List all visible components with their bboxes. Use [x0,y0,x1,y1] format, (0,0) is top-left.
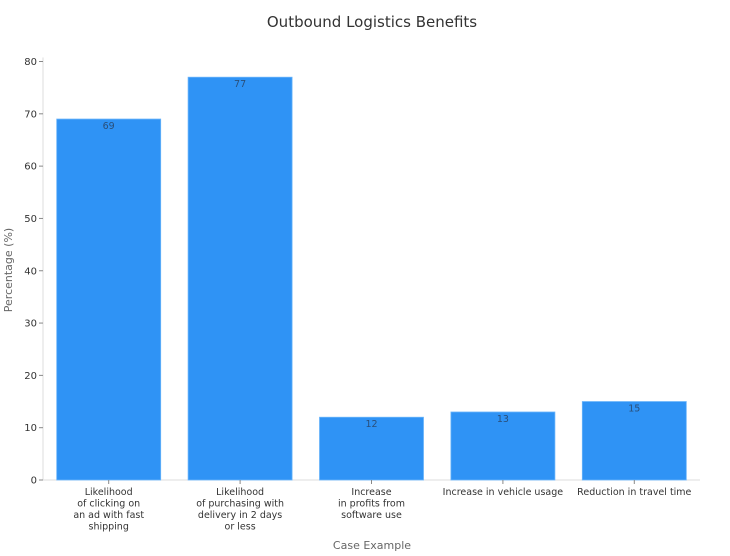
bar [450,411,556,481]
bar [581,401,687,481]
data-label: 77 [234,79,246,90]
y-tick-label: 30 [24,319,37,330]
y-tick-label: 10 [24,423,37,434]
x-tick-label: Increase in profits from software use [338,487,405,521]
chart-title: Outbound Logistics Benefits [267,13,477,31]
x-tick-label: Likelihood of purchasing with delivery in … [196,487,284,533]
data-label: 69 [103,121,115,132]
data-label: 12 [365,419,377,430]
y-tick-label: 80 [24,57,37,68]
x-axis-label: Case Example [333,539,411,552]
y-tick-label: 0 [31,476,37,487]
bar [187,76,293,481]
y-tick-label: 60 [24,162,37,173]
y-tick-label: 40 [24,266,37,277]
data-label: 15 [628,404,640,415]
x-tick-label: Reduction in travel time [577,487,691,498]
y-axis-label: Percentage (%) [2,228,15,312]
bar [56,118,162,481]
bar [319,416,424,481]
y-tick-label: 20 [24,371,37,382]
y-tick-label: 70 [24,109,37,120]
data-label: 13 [497,414,509,425]
y-tick-label: 50 [24,214,37,225]
x-tick-label: Likelihood of clicking on an ad with fast s… [73,487,144,533]
x-tick-label: Increase in vehicle usage [443,487,564,498]
